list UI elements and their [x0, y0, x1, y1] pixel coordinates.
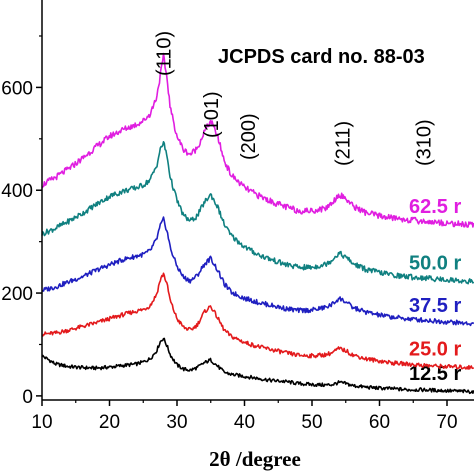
series-line-5: [41, 52, 474, 228]
peak-label-1: (110): [154, 31, 176, 76]
x-tick-label-20: 20: [99, 412, 120, 433]
peak-label-5: (310): [413, 119, 435, 166]
series-line-1: [41, 337, 474, 395]
series-line-2: [41, 272, 474, 370]
series-line-3: [41, 216, 474, 327]
x-axis-title: 2θ /degree: [209, 447, 301, 471]
labels-layer: (110) (101) (200) (211) (310): [154, 31, 436, 166]
jcpds-card-annotation: JCPDS card no. 88-03: [218, 46, 425, 68]
y-tick-label-200: 200: [1, 284, 33, 305]
series-label-1: 12.5 r: [409, 363, 461, 385]
x-tick-label-40: 40: [234, 412, 255, 433]
x-tick-label-30: 30: [166, 412, 187, 433]
peak-label-4: (211): [332, 121, 354, 166]
series-label-5: 62.5 r: [409, 196, 461, 218]
x-tick-label-10: 10: [31, 412, 52, 433]
series-label-4: 50.0 r: [409, 253, 461, 275]
x-tick-label-70: 70: [436, 412, 457, 433]
y-tick-label-600: 600: [1, 78, 33, 99]
series-label-2: 25.0 r: [409, 339, 461, 361]
peak-label-2: (101): [201, 91, 223, 138]
y-tick-label-0: 0: [22, 387, 33, 408]
axes-layer: 10 20 30 40 50 60 70 0 200 400 600: [1, 0, 474, 433]
x-tick-label-50: 50: [301, 412, 322, 433]
series-label-3: 37.5 r: [409, 295, 461, 317]
series-line-4: [41, 141, 474, 285]
x-tick-label-60: 60: [369, 412, 390, 433]
series-layer: 12.5 r25.0 r 37.5 r 50.0 r 62.5 r: [41, 52, 474, 395]
y-tick-label-400: 400: [1, 181, 33, 202]
peak-label-3: (200): [238, 113, 260, 160]
